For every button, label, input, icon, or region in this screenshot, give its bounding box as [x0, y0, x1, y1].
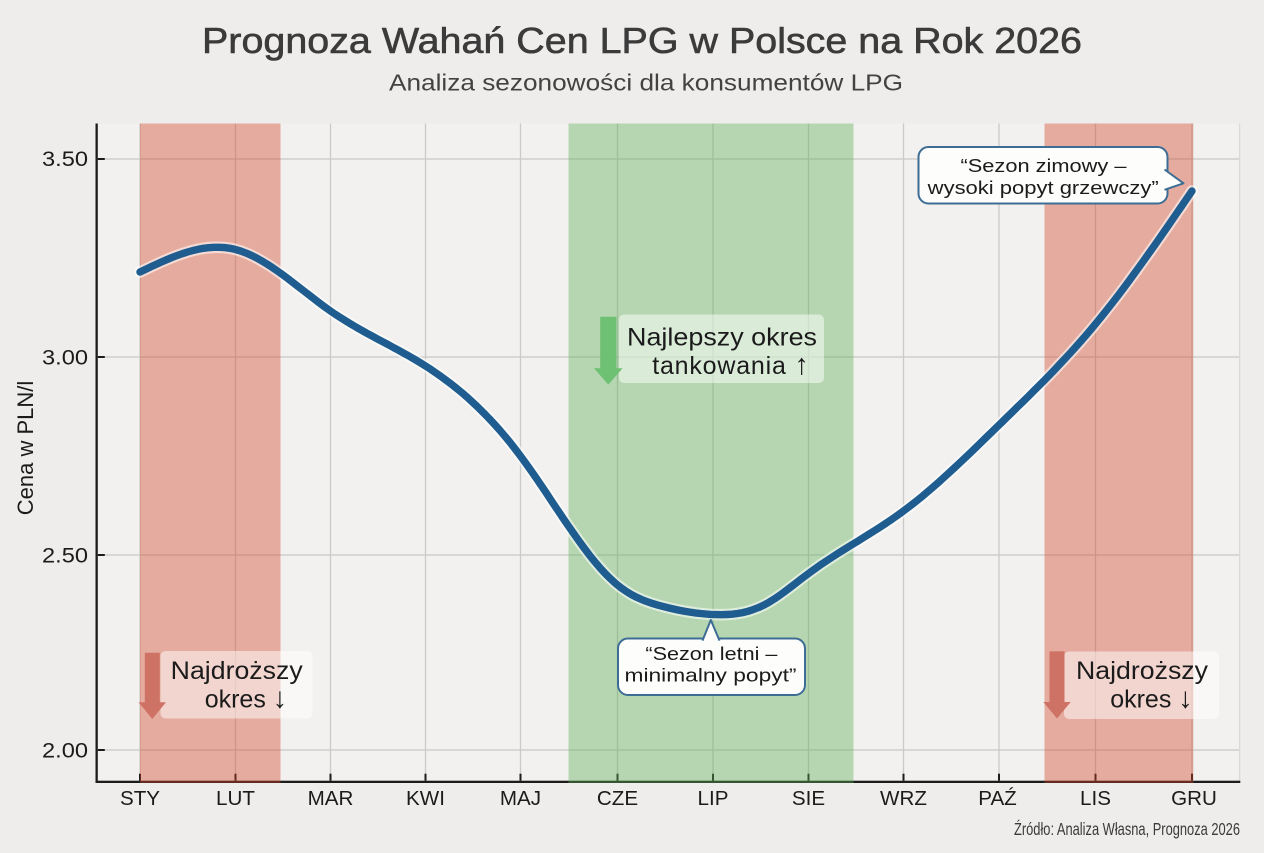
- svg-text:Najdroższy: Najdroższy: [1076, 657, 1209, 685]
- svg-text:Prognoza Wahań Cen LPG w Polsc: Prognoza Wahań Cen LPG w Polsce na Rok 2…: [202, 20, 1082, 61]
- svg-text:2.00: 2.00: [42, 740, 88, 763]
- svg-text:KWI: KWI: [406, 787, 445, 810]
- svg-text:LIS: LIS: [1080, 787, 1111, 810]
- svg-text:PAŹ: PAŹ: [978, 787, 1017, 810]
- svg-text:Najdroższy: Najdroższy: [171, 657, 304, 685]
- svg-text:MAR: MAR: [308, 787, 354, 810]
- svg-text:LIP: LIP: [698, 787, 729, 810]
- svg-text:Cena w PLN/l: Cena w PLN/l: [13, 381, 38, 516]
- svg-text:okres ↓: okres ↓: [1110, 682, 1193, 714]
- svg-text:3.50: 3.50: [42, 148, 88, 171]
- svg-text:3.00: 3.00: [42, 346, 88, 369]
- svg-text:Źródło: Analiza Własna, Progno: Źródło: Analiza Własna, Prognoza 2026: [1014, 819, 1240, 839]
- svg-text:STY: STY: [120, 787, 160, 810]
- svg-text:2.50: 2.50: [42, 545, 88, 568]
- svg-text:GRU: GRU: [1171, 787, 1217, 810]
- svg-text:tankowania ↑: tankowania ↑: [652, 349, 810, 381]
- svg-text:“Sezon zimowy –: “Sezon zimowy –: [961, 156, 1127, 176]
- svg-text:CZE: CZE: [597, 787, 638, 810]
- svg-text:“Sezon letni –: “Sezon letni –: [645, 644, 777, 664]
- svg-text:WRZ: WRZ: [880, 787, 927, 810]
- svg-text:MAJ: MAJ: [500, 787, 541, 810]
- svg-text:wysoki popyt grzewczy”: wysoki popyt grzewczy”: [926, 178, 1158, 198]
- svg-text:Najlepszy okres: Najlepszy okres: [627, 324, 817, 352]
- svg-text:SIE: SIE: [792, 787, 825, 810]
- svg-text:minimalny popyt”: minimalny popyt”: [625, 665, 797, 685]
- svg-text:okres ↓: okres ↓: [205, 682, 288, 714]
- svg-text:Analiza sezonowości dla konsum: Analiza sezonowości dla konsumentów LPG: [389, 70, 903, 96]
- svg-text:LUT: LUT: [216, 787, 255, 810]
